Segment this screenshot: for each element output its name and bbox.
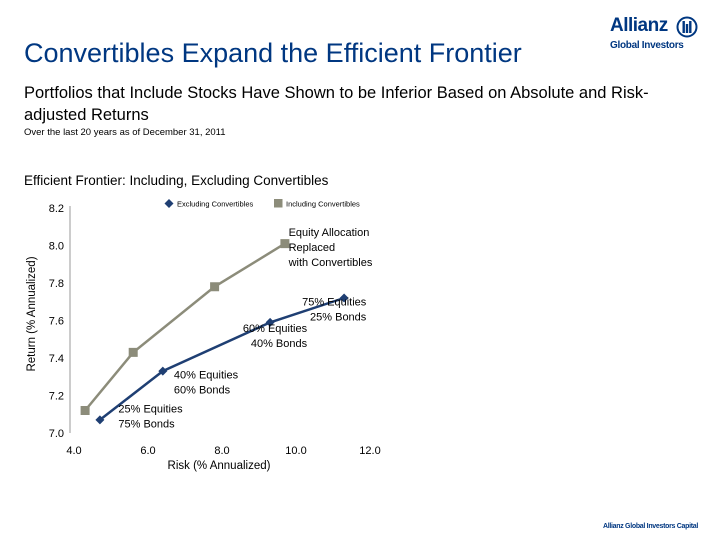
logo-wordmark: Allianz	[610, 15, 668, 36]
x-axis-label: Risk (% Annualized)	[168, 460, 271, 472]
data-point	[95, 415, 105, 425]
series-line-excluding	[99, 296, 345, 421]
annotation: 75% Equities 25% Bonds	[302, 297, 367, 324]
x-tick-label: 4.0	[66, 445, 81, 457]
chart-title: Efficient Frontier: Including, Excluding…	[24, 173, 329, 188]
data-point	[210, 282, 220, 292]
y-tick-label: 8.2	[49, 203, 64, 215]
y-tick-labels: 7.0 7.2 7.4 7.6 7.8 8.0 8.2	[49, 203, 64, 440]
logo: Allianz Global Investors	[606, 14, 698, 54]
series-layer	[80, 239, 349, 425]
y-tick-label: 7.0	[49, 428, 64, 440]
legend-label-including: Including Convertibles	[286, 200, 360, 209]
y-tick-label: 7.6	[49, 316, 64, 328]
x-tick-label: 10.0	[285, 445, 306, 457]
date-note: Over the last 20 years as of December 31…	[24, 127, 226, 138]
annotation: 40% Equities 60% Bonds	[174, 370, 239, 397]
page-subtitle: Portfolios that Include Stocks Have Show…	[24, 84, 649, 124]
y-tick-label: 7.4	[49, 353, 64, 365]
legend-label-excluding: Excluding Convertibles	[177, 200, 254, 209]
data-point	[158, 366, 168, 376]
legend-marker-excluding	[164, 199, 174, 208]
data-point	[280, 239, 290, 249]
annotation-layer: Equity Allocation Replaced with Convertibl…	[118, 227, 372, 430]
data-point	[128, 347, 138, 357]
annotation: 60% Equities 40% Bonds	[243, 323, 308, 350]
legend-marker-including	[274, 199, 283, 208]
footer-brand: Allianz Global Investors Capital	[602, 523, 698, 530]
legend: Excluding Convertibles Including Convert…	[164, 199, 360, 209]
y-tick-label: 8.0	[49, 241, 64, 253]
allianz-eagle-icon	[676, 16, 698, 38]
annotation: 25% Equities 75% Bonds	[118, 403, 183, 430]
data-point	[80, 406, 90, 415]
x-tick-label: 6.0	[140, 445, 155, 457]
annotation: Equity Allocation Replaced with Convertibl…	[288, 227, 373, 269]
x-tick-label: 12.0	[359, 445, 380, 457]
x-tick-label: 8.0	[214, 445, 229, 457]
data-point	[265, 317, 275, 327]
y-tick-label: 7.2	[49, 391, 64, 403]
series-line-including	[84, 242, 286, 412]
x-tick-labels: 4.0 6.0 8.0 10.0 12.0	[66, 445, 380, 457]
logo-subtitle: Global Investors	[610, 40, 684, 51]
data-point	[339, 293, 349, 303]
y-axis-label: Return (% Annualized)	[26, 256, 38, 371]
y-tick-label: 7.8	[49, 278, 64, 290]
page-title: Convertibles Expand the Efficient Fronti…	[24, 38, 522, 68]
